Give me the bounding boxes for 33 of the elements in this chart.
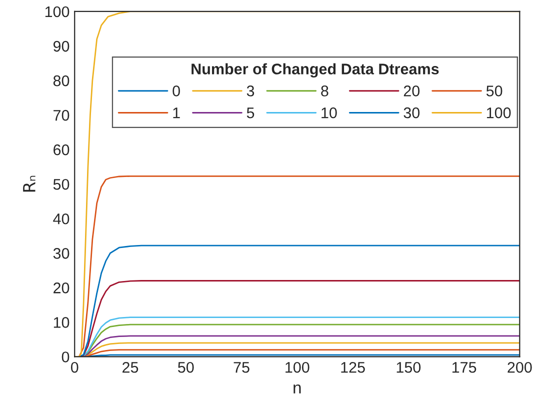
x-axis-title: n [294,384,301,394]
legend-label: 20 [404,86,420,96]
legend-label: 30 [404,107,420,118]
y-tick-label: 0 [62,352,70,362]
x-tick-label: 200 [508,362,532,373]
legend-label: 5 [246,108,254,118]
y-tick-label: 20 [54,282,70,294]
x-tick-label: 150 [396,362,421,373]
x-tick-label: 175 [452,362,476,373]
legend-label: 50 [486,86,502,96]
legend-label: 3 [246,86,254,96]
y-tick-label: 30 [53,248,70,259]
legend-label: 100 [486,107,511,118]
x-tick-label: 50 [178,362,194,373]
legend-label: 1 [173,108,180,118]
legend-label: 0 [172,86,180,96]
x-tick-label: 25 [122,362,138,373]
x-tick-label: 100 [286,362,310,373]
y-axis-title: Rₙ [23,176,36,192]
x-tick-label: 75 [234,362,250,373]
legend-label: 8 [321,86,328,96]
y-tick-label: 10 [54,317,70,328]
y-tick-label: 100 [45,6,70,18]
x-tick-label: 0 [70,362,78,373]
y-tick-label: 70 [54,110,70,121]
y-tick-label: 40 [53,213,70,224]
y-tick-label: 90 [53,40,70,52]
legend-title: Number of Changed Data Dtreams [192,63,439,78]
y-tick-label: 50 [53,178,70,190]
y-tick-label: 60 [54,144,70,156]
x-tick-label: 125 [341,362,365,373]
y-tick-label: 80 [53,75,70,86]
legend-label: 10 [322,107,337,118]
